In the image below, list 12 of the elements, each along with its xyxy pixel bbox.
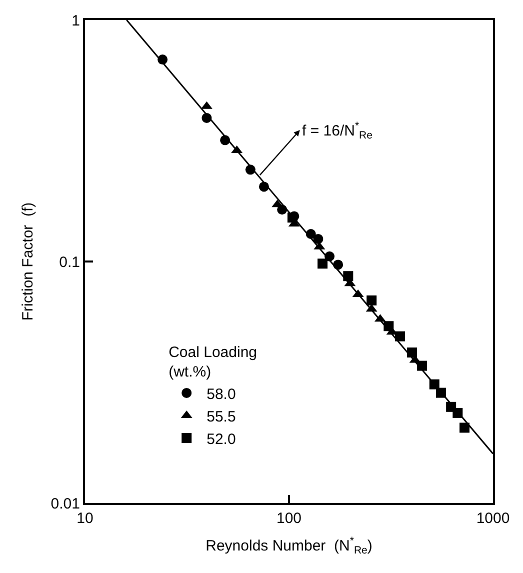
x-axis-title: Reynolds Number (N$^{*}$$_{Re}$) bbox=[206, 535, 372, 557]
y-tick-label: 0.01 bbox=[50, 495, 80, 512]
legend-label: 58.0 bbox=[206, 386, 236, 403]
legend-label: 55.5 bbox=[206, 408, 236, 426]
x-tick-label: 10 bbox=[76, 510, 94, 527]
x-tick-label: 100 bbox=[276, 510, 302, 527]
y-axis-title: Friction Factor (f) bbox=[20, 202, 37, 321]
y-tick-label: 0.1 bbox=[59, 254, 80, 271]
x-tick-label: 1000 bbox=[476, 510, 510, 527]
y-tick-label: 1 bbox=[72, 12, 80, 30]
legend-label: 52.0 bbox=[206, 430, 236, 448]
legend-title: Coal Loading (wt.%) bbox=[168, 344, 258, 381]
